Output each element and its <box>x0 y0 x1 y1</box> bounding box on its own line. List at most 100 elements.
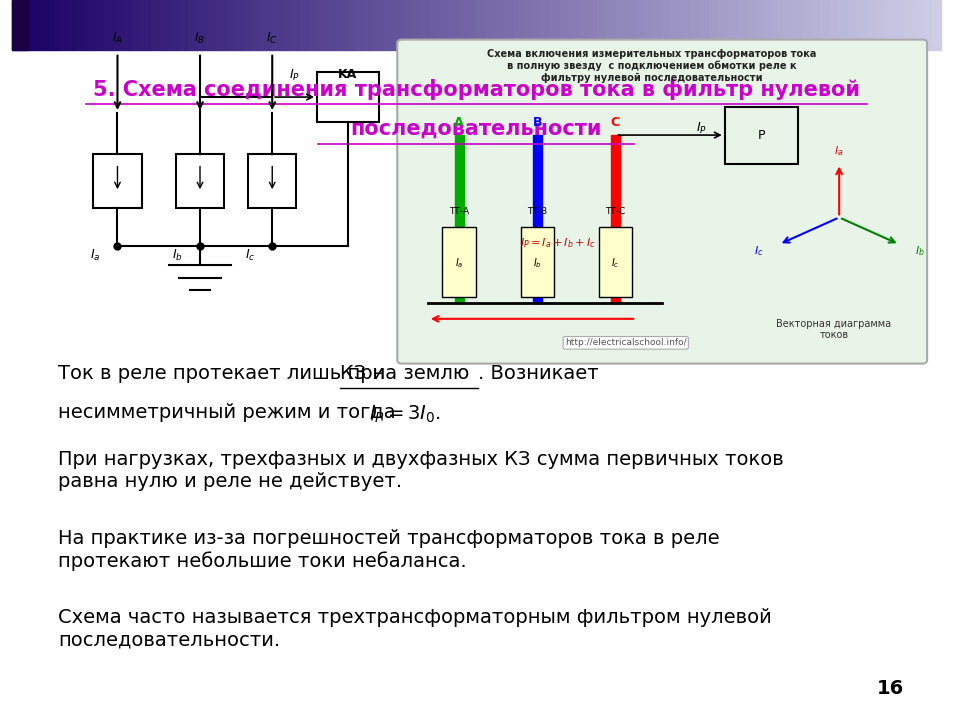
Bar <box>690 0 700 50</box>
Bar <box>234 0 244 50</box>
Bar <box>848 0 857 50</box>
Bar <box>49 0 58 50</box>
Text: $I_b$: $I_b$ <box>172 248 182 263</box>
Bar <box>533 135 541 303</box>
Bar <box>783 0 792 50</box>
Bar <box>588 0 597 50</box>
Text: KA: KA <box>338 68 357 81</box>
Bar <box>365 0 374 50</box>
Text: Схема включения измерительных трансформаторов тока
в полную звезду  с подключени: Схема включения измерительных трансформа… <box>487 49 816 83</box>
Bar <box>681 0 690 50</box>
Bar <box>430 0 439 50</box>
Bar <box>520 227 554 297</box>
Bar <box>579 0 588 50</box>
Bar <box>839 0 848 50</box>
Bar <box>420 0 430 50</box>
Bar <box>160 0 170 50</box>
Bar <box>411 0 420 50</box>
Bar <box>885 0 895 50</box>
Text: ТТ-С: ТТ-С <box>605 207 626 215</box>
Bar <box>458 0 467 50</box>
Bar <box>337 0 347 50</box>
Bar <box>904 0 913 50</box>
Text: $I_c$: $I_c$ <box>245 248 255 263</box>
Bar <box>867 0 876 50</box>
Bar <box>249 154 297 208</box>
Bar <box>39 0 49 50</box>
Bar <box>67 0 77 50</box>
Bar <box>355 0 365 50</box>
Bar <box>374 0 383 50</box>
Bar <box>123 0 132 50</box>
Bar <box>21 0 30 50</box>
Text: $I_c$: $I_c$ <box>612 256 619 270</box>
Bar <box>12 0 21 50</box>
Text: несимметричный режим и тогда: несимметричный режим и тогда <box>58 403 402 422</box>
Bar <box>253 0 262 50</box>
Bar <box>206 0 216 50</box>
Bar <box>611 135 620 303</box>
FancyBboxPatch shape <box>397 40 927 364</box>
Bar <box>300 0 309 50</box>
Bar <box>262 0 272 50</box>
Bar <box>876 0 885 50</box>
Bar <box>932 0 941 50</box>
Bar <box>504 0 514 50</box>
Bar <box>895 0 904 50</box>
Text: $I_A$: $I_A$ <box>112 31 123 46</box>
Bar <box>599 227 632 297</box>
Text: последовательности: последовательности <box>350 119 602 139</box>
Bar <box>142 0 151 50</box>
Text: $I_b$: $I_b$ <box>915 244 924 258</box>
Text: 5. Схема соединения трансформаторов тока в фильтр нулевой: 5. Схема соединения трансформаторов тока… <box>93 79 860 100</box>
Text: $I_c$: $I_c$ <box>755 244 763 258</box>
Bar <box>756 0 764 50</box>
Bar <box>551 0 560 50</box>
Bar <box>671 0 681 50</box>
Bar <box>393 0 402 50</box>
Text: $I_b$: $I_b$ <box>533 256 541 270</box>
Bar <box>913 0 923 50</box>
Bar <box>454 135 464 303</box>
Bar <box>811 0 820 50</box>
Bar <box>774 0 783 50</box>
Bar <box>132 0 142 50</box>
Text: A: A <box>454 116 464 129</box>
Text: $I_a$: $I_a$ <box>455 256 464 270</box>
Bar <box>77 0 85 50</box>
Text: $I_C$: $I_C$ <box>266 31 278 46</box>
Text: $I_P$: $I_P$ <box>289 68 300 83</box>
Bar <box>30 0 39 50</box>
Bar <box>857 0 867 50</box>
Text: . Возникает: . Возникает <box>478 364 599 382</box>
Bar <box>272 0 281 50</box>
Bar <box>198 0 206 50</box>
Text: $I_a$: $I_a$ <box>834 144 844 158</box>
Bar <box>725 107 798 163</box>
Bar <box>443 227 476 297</box>
Bar <box>700 0 708 50</box>
Text: КЗ на землю: КЗ на землю <box>340 364 469 382</box>
Bar <box>523 0 532 50</box>
Bar <box>476 0 486 50</box>
Bar <box>216 0 226 50</box>
Text: P: P <box>757 129 765 142</box>
Bar <box>607 0 615 50</box>
Bar <box>736 0 746 50</box>
Bar <box>560 0 569 50</box>
Bar <box>327 0 337 50</box>
Bar <box>226 0 234 50</box>
Bar <box>113 0 123 50</box>
Text: $I_a$: $I_a$ <box>90 248 100 263</box>
Text: На практике из-за погрешностей трансформаторов тока в реле
протекают небольшие т: На практике из-за погрешностей трансформ… <box>58 529 720 571</box>
Text: Схема часто называется трехтрансформаторным фильтром нулевой
последовательности.: Схема часто называется трехтрансформатор… <box>58 608 772 649</box>
Bar <box>643 0 653 50</box>
Text: C: C <box>611 116 620 129</box>
Bar <box>597 0 607 50</box>
Bar <box>319 0 327 50</box>
Text: http://electricalschool.info/: http://electricalschool.info/ <box>564 338 686 347</box>
Bar <box>317 72 379 122</box>
Bar <box>615 0 625 50</box>
Bar <box>12 0 28 50</box>
Bar <box>402 0 411 50</box>
